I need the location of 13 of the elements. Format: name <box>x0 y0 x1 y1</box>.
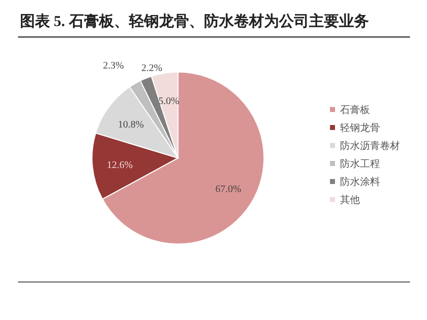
legend-label: 轻钢龙骨 <box>340 122 380 134</box>
legend-label: 防水涂料 <box>340 176 380 188</box>
legend-label: 其他 <box>340 194 360 206</box>
chart-title: 图表 5. 石膏板、轻钢龙骨、防水卷材为公司主要业务 <box>20 12 369 30</box>
data-label: 67.0% <box>215 184 242 195</box>
legend-label: 防水工程 <box>340 158 380 170</box>
data-label: 2.3% <box>103 60 124 72</box>
legend-label: 石膏板 <box>340 104 370 116</box>
data-label: 2.2% <box>141 63 162 74</box>
data-label: 5.0% <box>158 96 180 108</box>
data-label: 10.8% <box>118 119 144 130</box>
legend-label: 防水沥青卷材 <box>340 140 400 152</box>
data-label: 12.6% <box>106 160 133 171</box>
